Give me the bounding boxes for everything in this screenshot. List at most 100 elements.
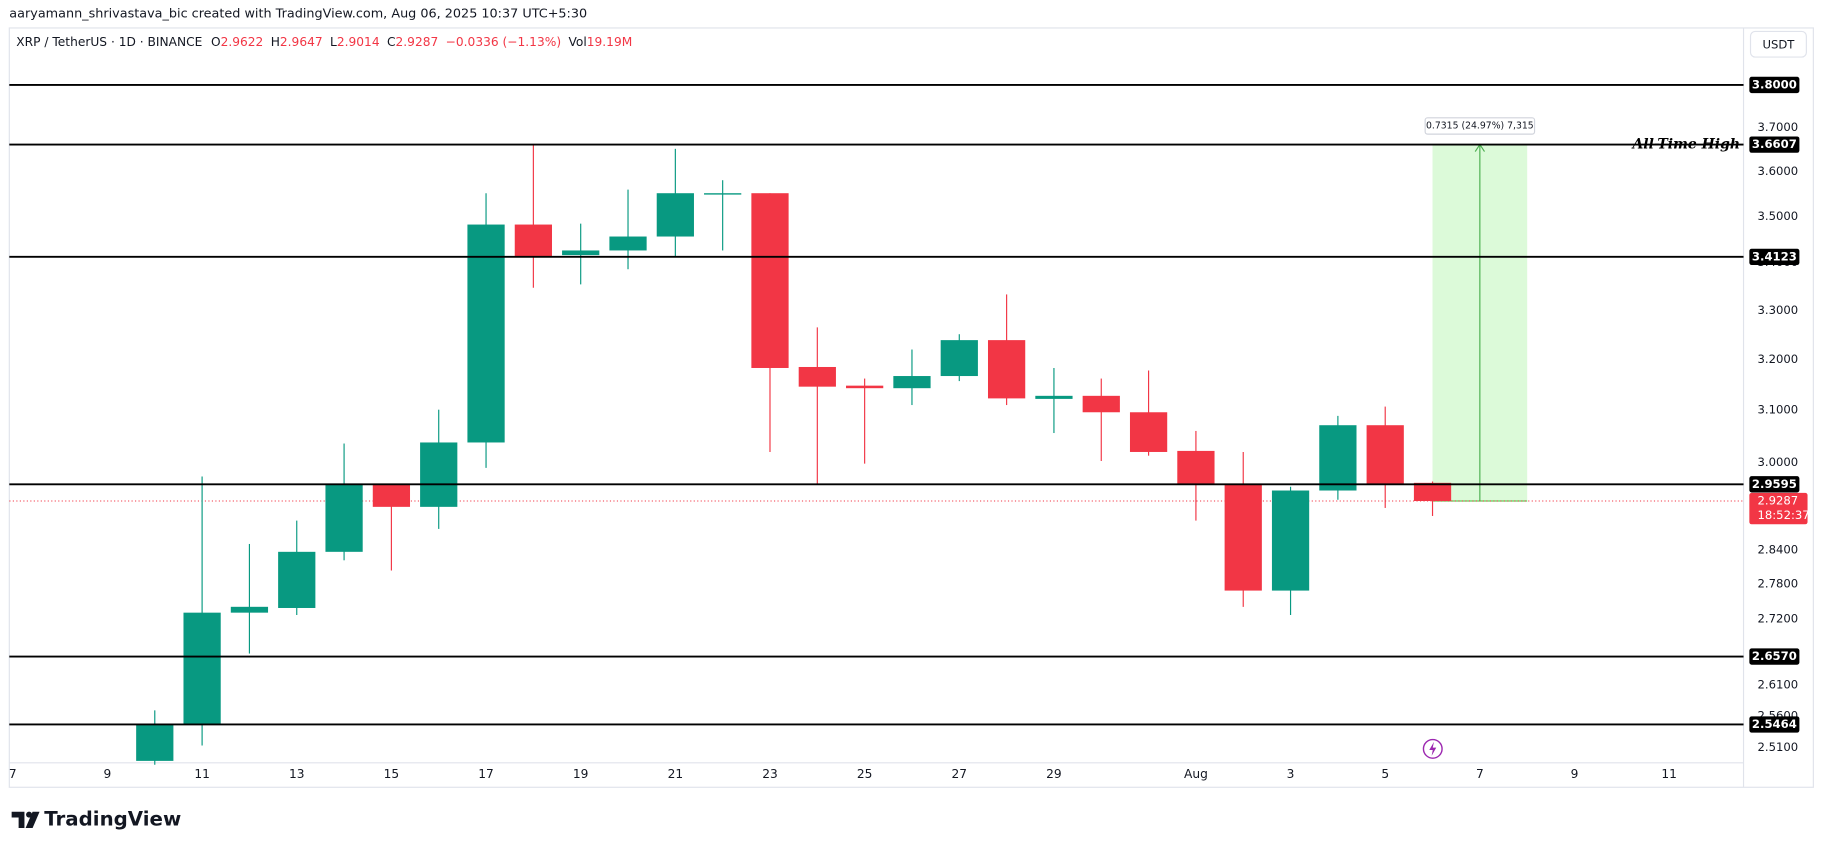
candle-body [751, 193, 789, 368]
y-tick-label: 2.7200 [1757, 612, 1798, 626]
x-tick-label: 19 [573, 767, 589, 781]
level-label-box [1749, 136, 1800, 153]
legend-value: 2.9287 [396, 34, 439, 48]
x-tick-label: 9 [104, 767, 112, 781]
candle-body [987, 340, 1026, 399]
x-tick-label: 23 [762, 767, 778, 781]
x-tick-label: 15 [384, 767, 400, 781]
brand-logo [11, 811, 40, 829]
x-tick-label: 7 [1476, 767, 1484, 781]
level-label-box [1749, 476, 1800, 493]
candle-body [893, 376, 931, 389]
y-tick-label: 2.6100 [1757, 678, 1798, 692]
legend-label: Vol [568, 34, 586, 48]
annotation: All-Time High [1630, 137, 1740, 153]
candle-body [372, 483, 411, 507]
y-tick-label: 3.2000 [1757, 352, 1798, 366]
candle-body [514, 224, 552, 257]
legend-value: 2.9014 [337, 34, 380, 48]
logo-part [11, 811, 25, 829]
candle-body [278, 551, 316, 608]
x-tick-label: 9 [1571, 767, 1579, 781]
y-tick-label: 3.5000 [1757, 209, 1798, 223]
x-tick-label: 29 [1046, 767, 1062, 781]
level-label: 3.4123 [1752, 249, 1797, 263]
candle-body [1319, 425, 1357, 491]
candle-body [940, 340, 978, 377]
x-tick-label: 21 [668, 767, 684, 781]
candle-body [1177, 450, 1215, 484]
x-tick-label: 11 [1661, 767, 1677, 781]
legend-label: L [330, 34, 337, 48]
level-label: 3.6607 [1752, 137, 1797, 151]
level-label-box [1749, 648, 1800, 665]
candle-body [1224, 483, 1262, 591]
candle-body [656, 193, 694, 237]
measure-label: 0.7315 (24.97%) 7,315 [1426, 120, 1534, 131]
x-tick-label: Aug [1184, 767, 1208, 781]
legend-value: 19.19M [587, 34, 633, 48]
candle-body [467, 224, 505, 443]
credit: aaryamann_shrivastava_bic created with T… [9, 6, 587, 21]
symbol: XRP / TetherUS · 1D · BINANCE [16, 34, 202, 48]
candle-body [1413, 482, 1452, 502]
candle-body [704, 193, 742, 195]
level-label: 2.9595 [1752, 477, 1797, 491]
level-label-box [1749, 716, 1800, 733]
legend-label: C [387, 34, 396, 48]
current-price-box [1749, 492, 1808, 525]
y-tick-label: 3.3000 [1757, 303, 1798, 317]
candle-body [1129, 412, 1168, 452]
countdown: 18:52:37 [1757, 508, 1809, 522]
logo-part [25, 811, 40, 829]
level-label-box [1749, 76, 1800, 94]
candle-body [183, 612, 221, 725]
candle-body [325, 483, 363, 552]
legend-label: H [271, 34, 280, 48]
currency-button[interactable] [1749, 30, 1807, 58]
level-label-box [1749, 248, 1800, 266]
legend-value: 2.9647 [280, 34, 323, 48]
level-label: 2.6570 [1752, 649, 1797, 663]
candle-body [1082, 395, 1120, 413]
plot: 3.70003.60003.50003.40003.30003.20003.10… [9, 76, 1810, 781]
candle-body [420, 442, 458, 507]
candle-body [798, 366, 836, 387]
legend-value: 2.9622 [221, 34, 264, 48]
y-tick-label: 2.8400 [1757, 543, 1798, 557]
x-tick-label: 17 [478, 767, 494, 781]
candle-body [230, 606, 269, 613]
pane-border [8, 27, 1814, 788]
level-label: 2.5464 [1752, 717, 1797, 731]
measure-label-box [1424, 117, 1536, 135]
x-tick-label: 11 [194, 767, 210, 781]
x-tick-label: 3 [1287, 767, 1295, 781]
level-label: 3.8000 [1752, 77, 1797, 91]
x-tick-label: 27 [952, 767, 968, 781]
brand: TradingView [44, 807, 181, 830]
candle-body [1271, 490, 1310, 591]
candle-body [136, 724, 174, 761]
candle-body [609, 236, 647, 251]
candle-body [846, 385, 884, 389]
legend: XRP / TetherUS · 1D · BINANCE O2.9622 H2… [16, 34, 632, 48]
candle-body [562, 250, 600, 256]
x-tick-label: 25 [857, 767, 873, 781]
y-tick-label: 3.7000 [1757, 120, 1798, 134]
y-tick-label: 3.6000 [1757, 164, 1798, 178]
candle-body [1366, 425, 1404, 484]
y-tick-label: 2.5100 [1757, 740, 1798, 754]
currency-label[interactable]: USDT [1762, 37, 1795, 51]
y-tick-label: 3.1000 [1757, 403, 1798, 417]
legend-change: −0.0336 (−1.13%) [446, 34, 561, 48]
candle-body [1035, 395, 1073, 399]
y-tick-label: 3.0000 [1757, 455, 1798, 469]
x-tick-label: 13 [289, 767, 305, 781]
x-tick-label: 5 [1381, 767, 1389, 781]
logo-part [26, 811, 33, 818]
current-price-label: 2.9287 [1757, 494, 1798, 508]
x-tick-label: 7 [9, 767, 17, 781]
